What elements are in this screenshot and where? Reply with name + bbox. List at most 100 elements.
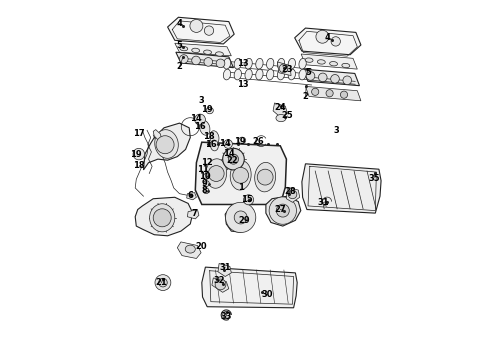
Ellipse shape [342, 63, 350, 68]
Polygon shape [277, 62, 291, 76]
Circle shape [269, 197, 296, 224]
Polygon shape [273, 103, 288, 117]
Text: 9: 9 [202, 179, 208, 188]
Text: 24: 24 [274, 103, 286, 112]
Text: 17: 17 [133, 130, 145, 139]
Polygon shape [187, 210, 199, 219]
Text: 19: 19 [234, 137, 245, 146]
Circle shape [276, 204, 289, 217]
Polygon shape [218, 264, 231, 276]
Ellipse shape [305, 58, 313, 62]
Text: 8: 8 [202, 186, 208, 195]
Text: 30: 30 [262, 290, 273, 299]
Ellipse shape [318, 60, 325, 64]
Circle shape [257, 169, 273, 185]
Text: 7: 7 [191, 209, 197, 217]
Circle shape [216, 59, 225, 68]
Ellipse shape [267, 58, 274, 69]
Text: 5: 5 [176, 41, 182, 50]
Text: 27: 27 [274, 205, 286, 214]
Text: 14: 14 [220, 139, 231, 148]
Circle shape [341, 91, 347, 98]
Polygon shape [266, 196, 301, 226]
Circle shape [312, 88, 319, 95]
Polygon shape [196, 142, 286, 204]
Ellipse shape [199, 120, 210, 135]
Ellipse shape [256, 69, 263, 80]
Circle shape [203, 188, 209, 194]
Circle shape [224, 140, 232, 148]
Ellipse shape [288, 69, 295, 80]
Text: 20: 20 [196, 242, 207, 251]
Ellipse shape [256, 58, 263, 69]
Polygon shape [305, 86, 361, 101]
Ellipse shape [216, 52, 223, 56]
Circle shape [288, 190, 297, 199]
Ellipse shape [206, 159, 227, 188]
Text: 22: 22 [226, 156, 238, 165]
Circle shape [190, 19, 203, 32]
Ellipse shape [223, 69, 231, 80]
Ellipse shape [204, 50, 212, 54]
Polygon shape [303, 69, 360, 86]
Text: 1: 1 [238, 184, 244, 193]
Polygon shape [144, 123, 190, 170]
Circle shape [159, 278, 167, 287]
Text: 13: 13 [237, 80, 249, 89]
Ellipse shape [267, 69, 274, 80]
Ellipse shape [330, 62, 338, 66]
Circle shape [155, 275, 171, 291]
Ellipse shape [276, 114, 286, 122]
Polygon shape [187, 193, 196, 200]
Polygon shape [168, 17, 234, 44]
Circle shape [343, 76, 351, 85]
Polygon shape [302, 164, 381, 213]
Circle shape [204, 26, 214, 35]
Text: 3: 3 [199, 96, 205, 105]
Circle shape [203, 174, 209, 179]
Text: 16: 16 [194, 122, 206, 131]
Circle shape [215, 279, 226, 290]
Ellipse shape [223, 58, 231, 69]
Text: 3: 3 [334, 126, 340, 135]
Ellipse shape [245, 58, 252, 69]
Circle shape [326, 90, 333, 97]
Ellipse shape [210, 140, 219, 151]
Text: 19: 19 [201, 105, 213, 114]
Circle shape [133, 148, 145, 160]
Circle shape [204, 58, 213, 66]
Circle shape [228, 154, 239, 164]
Circle shape [316, 30, 329, 43]
Text: 2: 2 [176, 62, 182, 71]
Polygon shape [294, 28, 361, 55]
Circle shape [279, 64, 288, 73]
Text: 5: 5 [305, 68, 311, 77]
Circle shape [244, 195, 254, 205]
Polygon shape [202, 267, 297, 308]
Ellipse shape [299, 58, 306, 69]
Polygon shape [177, 242, 201, 258]
Text: 26: 26 [253, 137, 265, 146]
Ellipse shape [239, 137, 245, 144]
Ellipse shape [277, 69, 285, 80]
Circle shape [156, 136, 174, 154]
Ellipse shape [234, 69, 242, 80]
Text: 21: 21 [156, 278, 168, 287]
Ellipse shape [245, 69, 252, 80]
Text: 18: 18 [133, 161, 145, 170]
Circle shape [153, 209, 171, 227]
Text: 33: 33 [220, 312, 232, 321]
Circle shape [306, 72, 315, 80]
Ellipse shape [277, 58, 285, 69]
Ellipse shape [155, 130, 178, 158]
Ellipse shape [234, 58, 242, 69]
Ellipse shape [255, 162, 276, 192]
Text: 4: 4 [324, 33, 330, 42]
Text: 2: 2 [302, 92, 308, 101]
Circle shape [222, 148, 245, 170]
Circle shape [222, 311, 230, 319]
Circle shape [192, 56, 200, 65]
Polygon shape [153, 130, 162, 140]
Circle shape [195, 114, 205, 125]
Text: 31: 31 [220, 263, 231, 272]
